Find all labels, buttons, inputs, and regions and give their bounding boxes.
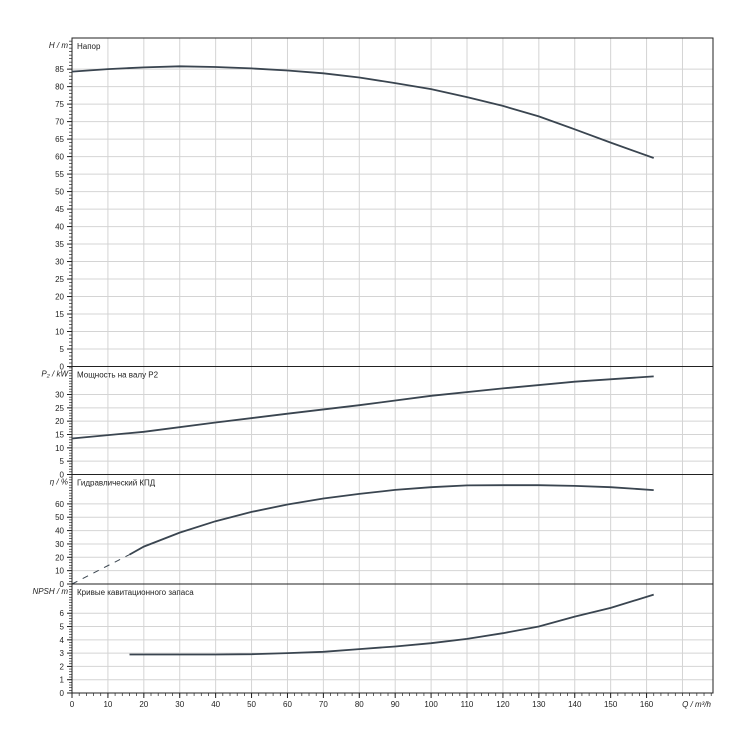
curve-2-0 [129, 484, 654, 556]
y-tick-label: 25 [55, 404, 64, 413]
panel-frame [71, 583, 714, 694]
y-tick-label: 70 [55, 118, 64, 127]
curve-3-0 [129, 593, 654, 656]
x-tick-label: 10 [103, 700, 112, 709]
y-tick-label: 4 [60, 636, 65, 645]
x-tick-label: 150 [604, 700, 618, 709]
y-tick-label: 45 [55, 205, 64, 214]
y-tick-label: 20 [55, 417, 64, 426]
y-tick-label: 25 [55, 275, 64, 284]
y-tick-label: 0 [60, 471, 65, 480]
x-tick-label: 0 [70, 700, 75, 709]
x-tick-label: 110 [461, 700, 474, 709]
y-tick-label: 35 [55, 240, 64, 249]
y-axis-label: H / m [49, 41, 68, 50]
x-tick-label: 80 [355, 700, 364, 709]
y-tick-label: 6 [60, 609, 65, 618]
panel-title: Мощность на валу P2 [77, 371, 159, 380]
y-tick-label: 20 [55, 293, 64, 302]
x-axis-label: Q / m³/h [682, 700, 711, 709]
x-tick-label: 90 [391, 700, 400, 709]
y-tick-label: 5 [60, 345, 65, 354]
x-tick-label: 50 [247, 700, 256, 709]
panel-2 [67, 474, 714, 585]
curve-2-1 [71, 554, 130, 585]
y-tick-label: 85 [55, 65, 64, 74]
y-tick-label: 10 [55, 567, 64, 576]
x-tick-label: 40 [211, 700, 220, 709]
y-tick-label: 30 [55, 258, 64, 267]
x-tick-label: 100 [424, 700, 438, 709]
y-tick-label: 10 [55, 328, 64, 337]
y-tick-label: 30 [55, 391, 64, 400]
y-tick-label: 0 [60, 363, 65, 372]
x-tick-label: 30 [175, 700, 184, 709]
y-tick-label: 5 [60, 623, 65, 632]
panel-1 [67, 366, 714, 475]
x-tick-label: 20 [139, 700, 148, 709]
y-axis-label: NPSH / m [32, 587, 68, 596]
y-tick-label: 0 [60, 689, 65, 698]
panel-title: Кривые кавитационного запаса [77, 588, 194, 597]
y-tick-label: 2 [60, 662, 65, 671]
x-tick-label: 60 [283, 700, 292, 709]
y-axis-label: P₂ / kW [41, 370, 69, 379]
panel-3 [67, 583, 714, 694]
y-tick-label: 15 [55, 310, 64, 319]
x-tick-label: 160 [640, 700, 654, 709]
y-tick-label: 30 [55, 540, 64, 549]
panel-0 [67, 37, 714, 367]
y-tick-label: 65 [55, 135, 64, 144]
x-tick-label: 130 [532, 700, 546, 709]
y-axis-label: η / % [50, 478, 68, 487]
y-tick-label: 1 [60, 676, 65, 685]
y-tick-label: 3 [60, 649, 65, 658]
y-tick-label: 60 [55, 153, 64, 162]
x-tick-label: 140 [568, 700, 582, 709]
y-tick-label: 50 [55, 188, 64, 197]
y-tick-label: 10 [55, 444, 64, 453]
y-tick-label: 55 [55, 170, 64, 179]
curve-1-0 [71, 375, 654, 440]
y-tick-label: 75 [55, 100, 64, 109]
y-tick-label: 20 [55, 553, 64, 562]
x-tick-label: 120 [496, 700, 510, 709]
panel-title: Напор [77, 42, 101, 51]
y-tick-label: 80 [55, 83, 64, 92]
y-tick-label: 0 [60, 580, 65, 589]
panel-title: Гидравлический КПД [77, 479, 156, 488]
curve-0-0 [71, 65, 655, 159]
y-tick-label: 60 [55, 500, 64, 509]
panel-frame [71, 37, 714, 367]
y-tick-label: 15 [55, 431, 64, 440]
y-tick-label: 40 [55, 223, 64, 232]
y-tick-label: 40 [55, 527, 64, 536]
y-tick-label: 50 [55, 513, 64, 522]
x-tick-label: 70 [319, 700, 328, 709]
panel-frame [71, 366, 714, 475]
y-tick-label: 5 [60, 457, 65, 466]
